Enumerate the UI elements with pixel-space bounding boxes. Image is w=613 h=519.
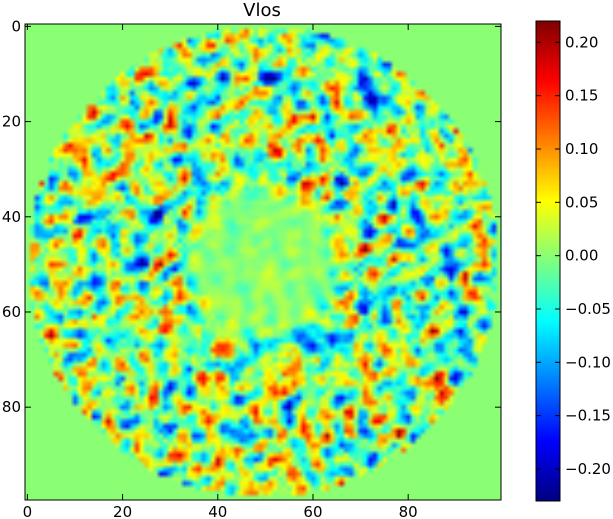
colorbar-tick-label: −0.05 [565,300,611,318]
y-tick-label: 60 [2,303,21,321]
colorbar-tick-label: −0.10 [565,353,611,371]
colorbar-tick-label: 0.20 [565,33,598,51]
y-tick-label: 80 [2,398,21,416]
y-tick-label: 0 [11,17,21,35]
x-axis: 0 20 40 60 80 [23,24,418,519]
x-tick-label: 20 [113,503,132,519]
y-tick-label: 40 [2,208,21,226]
colorbar-tick-label: 0.05 [565,193,598,211]
colorbar: 0.20 0.15 0.10 0.05 0.00 −0.05 −0.10 −0.15 −0.20 [535,20,611,502]
colorbar-tick-label: 0.10 [565,140,598,158]
colorbar-axis: 0.20 0.15 0.10 0.05 0.00 −0.05 −0.10 −0.15 −0.20 [536,33,611,478]
x-tick-label: 60 [303,503,322,519]
colorbar-tick-label: −0.15 [565,407,611,425]
colorbar-tick-label: −0.20 [565,460,611,478]
colorbar-tick-label: 0.00 [565,247,598,265]
heatmap-plot: 0 20 40 60 80 0 20 40 60 80 [2,17,502,519]
plot-frame [24,23,502,501]
y-axis: 0 20 40 60 80 [2,17,501,416]
colorbar-tick-label: 0.15 [565,87,598,105]
x-tick-label: 80 [399,503,418,519]
x-tick-label: 40 [208,503,227,519]
heatmap-image [25,24,501,500]
x-tick-label: 0 [23,503,33,519]
colorbar-gradient [535,20,561,502]
chart-title: Vlos [243,0,281,21]
y-tick-label: 20 [2,113,21,131]
